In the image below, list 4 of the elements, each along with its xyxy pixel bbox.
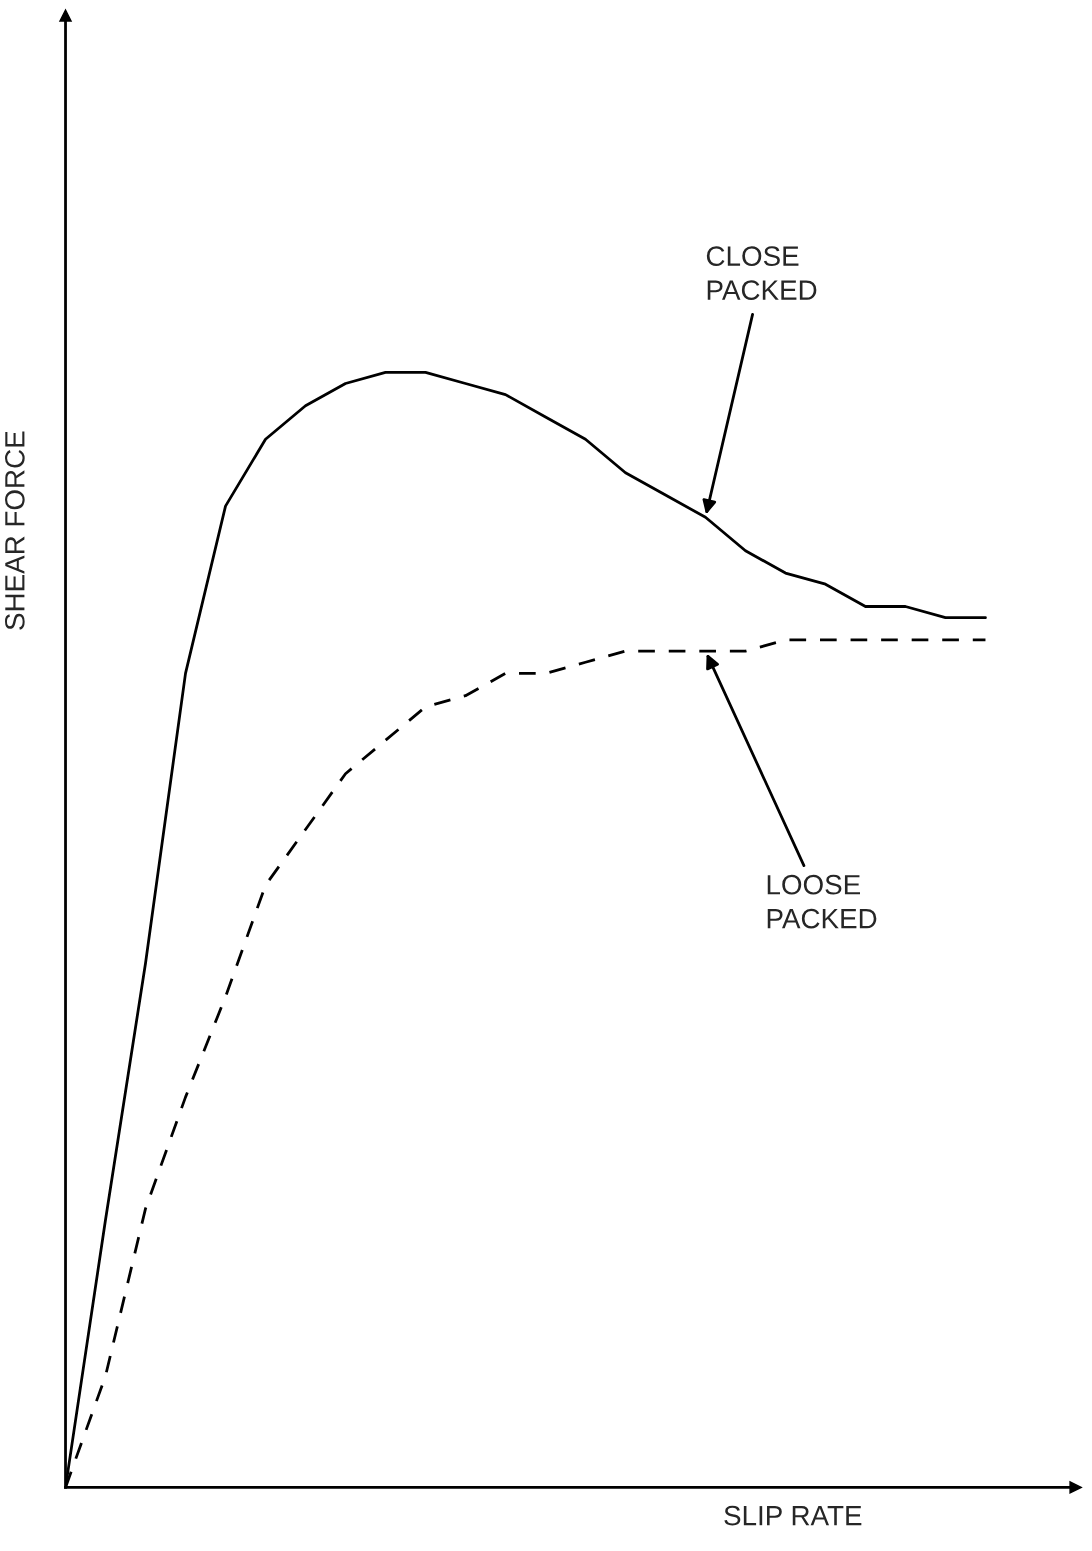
text: CLOSE PACKED xyxy=(706,246,817,300)
annotation: LOOSE PACKED xyxy=(767,874,877,929)
y-axis-title: SHEAR FORCE xyxy=(5,431,25,630)
x-axis-title: SLIP RATE xyxy=(724,1505,862,1526)
